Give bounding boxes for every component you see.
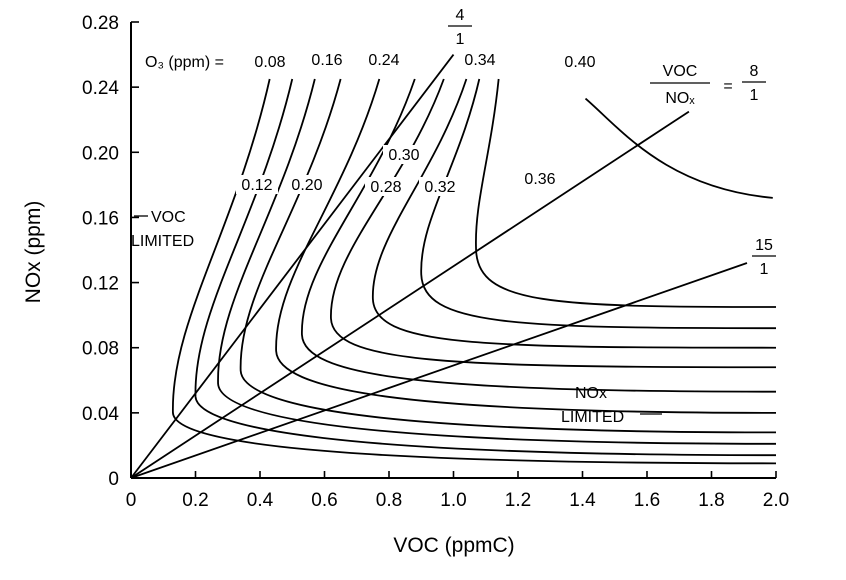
x-tick-label: 0.4 xyxy=(247,490,274,511)
y-tick-label: 0.28 xyxy=(82,13,119,34)
x-tick-label: 1.0 xyxy=(440,490,466,511)
ratio-label-4-1-denominator: 1 xyxy=(456,31,465,48)
isopleth-curve-0-40 xyxy=(584,97,773,199)
ratio-line-4-1 xyxy=(130,54,455,479)
isopleth-curve-0-12 xyxy=(194,78,777,457)
ratio-label-15-1: 151 xyxy=(752,237,776,278)
isopleth-label-0-32: 0.32 xyxy=(424,179,455,196)
ratio-label-15-1-numerator: 15 xyxy=(755,237,773,254)
isopleth-label-0-08: 0.08 xyxy=(254,54,285,71)
y-axis-title: NOx (ppm) xyxy=(22,201,45,304)
y-tick-label: 0.08 xyxy=(82,339,119,360)
isopleth-curve-0-28 xyxy=(301,78,777,393)
x-axis-title: VOC (ppmC) xyxy=(393,534,514,557)
x-tick-label: 0.2 xyxy=(182,490,208,511)
nox-limited-line-2: LIMITED xyxy=(561,409,624,426)
isopleth-label-0-36: 0.36 xyxy=(524,171,555,188)
isopleth-curve-0-16 xyxy=(217,78,777,445)
isopleth-label-0-28: 0.28 xyxy=(370,179,401,196)
x-tick-label: 0 xyxy=(126,490,137,511)
isopleth-label-bg xyxy=(363,50,405,69)
y-tick-label: 0.20 xyxy=(82,143,119,164)
isopleth-label-bg xyxy=(236,175,278,194)
ratio-label-8-1-numerator: 8 xyxy=(750,63,759,80)
isopleth-curve-0-36 xyxy=(475,78,777,308)
ratio-label-4-1: 41 xyxy=(448,7,472,48)
x-tick-label: 1.6 xyxy=(634,490,660,511)
isopleth-label-bg xyxy=(286,175,328,194)
isopleth-label-0-16: 0.16 xyxy=(311,52,342,69)
y-tick-label: 0 xyxy=(108,469,119,490)
o3-prefix-label: O₃ (ppm) = xyxy=(145,54,224,71)
isopleth-label-bg xyxy=(365,177,407,196)
isopleth-label-bg xyxy=(419,177,461,196)
x-tick-label: 1.8 xyxy=(698,490,724,511)
ratio-title: VOC NOₓ = xyxy=(650,63,733,107)
isopleth-labels: 0.08 0.12 0.16 0.20 0.24 0.28 0.30 0.32 0.34 0.36… xyxy=(236,50,601,196)
ratio-title-equals: = xyxy=(723,78,732,95)
ratio-label-8-1-denominator: 1 xyxy=(750,87,759,104)
x-tick-label: 0.8 xyxy=(376,490,402,511)
ratio-title-denominator: NOₓ xyxy=(665,90,695,107)
isopleth-label-0-40: 0.40 xyxy=(564,54,595,71)
nox-limited-annotation: NOx LIMITED xyxy=(561,385,662,426)
x-tick-label: 2.0 xyxy=(763,490,789,511)
x-tick-label: 1.4 xyxy=(569,490,596,511)
isopleth-label-bg xyxy=(306,50,348,69)
voc-limited-annotation: VOC LIMITED xyxy=(131,209,194,250)
x-tick-label: 1.2 xyxy=(505,490,531,511)
y-tick-label: 0.24 xyxy=(82,78,119,99)
ratio-line-15-1 xyxy=(130,262,748,479)
isopleth-label-bg xyxy=(559,52,601,71)
isopleth-label-bg xyxy=(459,50,501,69)
isopleth-curve-0-32 xyxy=(371,78,777,349)
voc-limited-line-2: LIMITED xyxy=(131,233,194,250)
ratio-label-8-1: 81 xyxy=(742,63,766,104)
x-tick-label: 0.6 xyxy=(311,490,337,511)
ratio-line-8-1 xyxy=(130,110,690,479)
isopleth-curve-0-20 xyxy=(239,78,777,434)
isopleth-label-bg xyxy=(383,145,425,164)
isopleth-label-0-12: 0.12 xyxy=(241,177,272,194)
isopleth-curve-0-24 xyxy=(275,78,777,414)
tick-labels: 0 0.2 0.4 0.6 0.8 1.0 1.2 1.4 1.6 1.8 2.0 0 0.04 0.08… xyxy=(82,13,789,511)
isopleth-curves xyxy=(172,78,777,465)
voc-limited-line-1: VOC xyxy=(151,209,186,226)
isopleth-label-bg xyxy=(249,52,291,71)
isopleth-label-0-20: 0.20 xyxy=(291,177,322,194)
isopleth-label-0-24: 0.24 xyxy=(368,52,399,69)
ratio-lines xyxy=(130,54,748,479)
isopleth-curve-0-34 xyxy=(420,78,777,330)
isopleth-label-0-30: 0.30 xyxy=(388,147,419,164)
ratio-label-4-1-numerator: 4 xyxy=(456,7,465,24)
y-tick-label: 0.16 xyxy=(82,208,119,229)
isopleth-label-bg xyxy=(519,169,561,188)
nox-limited-line-1: NOx xyxy=(575,385,607,402)
isopleth-curve-0-08 xyxy=(172,78,777,465)
y-tick-label: 0.04 xyxy=(82,404,119,425)
y-tick-label: 0.12 xyxy=(82,274,119,295)
isopleth-label-0-34: 0.34 xyxy=(464,52,495,69)
ratio-label-15-1-denominator: 1 xyxy=(760,261,769,278)
ratio-title-numerator: VOC xyxy=(663,63,698,80)
